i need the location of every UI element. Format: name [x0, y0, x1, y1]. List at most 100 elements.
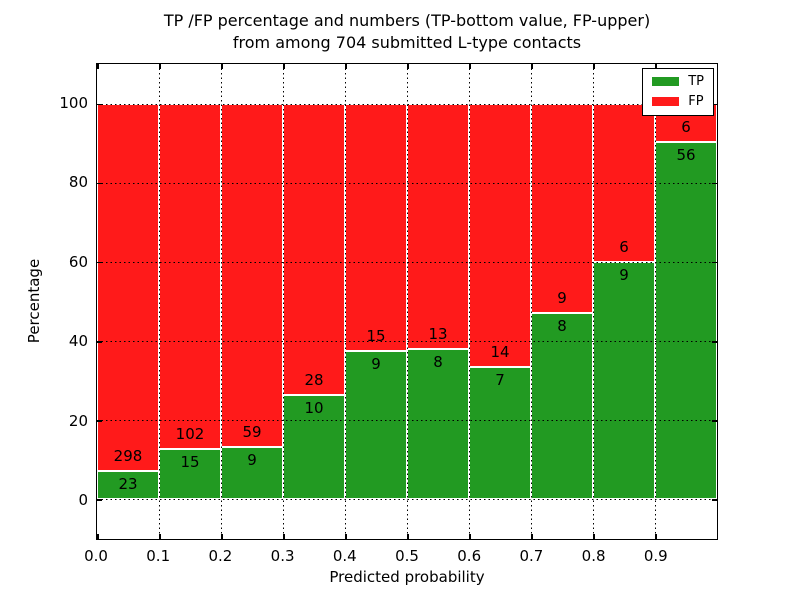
- x-tick-label: 0.5: [395, 547, 419, 565]
- x-tick-label: 0.9: [643, 547, 668, 565]
- tick-mark: [97, 341, 102, 343]
- tp-legend-label: TP: [688, 74, 704, 89]
- fp-count-label: 102: [175, 424, 205, 443]
- gridline: [159, 64, 160, 539]
- chart-title: TP /FP percentage and numbers (TP-bottom…: [96, 10, 718, 54]
- y-tick-label: 20: [68, 411, 88, 430]
- fp-count-label: 15: [366, 326, 386, 345]
- y-tick-label: 0: [78, 491, 88, 510]
- tick-mark: [712, 182, 717, 185]
- fp-bar-segment: [221, 103, 283, 448]
- gridline: [655, 64, 656, 539]
- y-tick-labels: 0 20 40 60 80 100: [38, 63, 88, 540]
- tp-count-label: 9: [371, 354, 381, 373]
- tick-mark: [283, 64, 285, 69]
- x-tick-label: 0.2: [208, 547, 233, 565]
- gridline: [97, 499, 717, 501]
- fp-bar-segment: [159, 103, 221, 449]
- legend-item-tp: TP: [652, 75, 704, 88]
- tp-bar-segment: [97, 471, 159, 500]
- tick-mark: [469, 534, 471, 539]
- tick-mark: [407, 64, 409, 69]
- fp-count-label: 298: [113, 447, 143, 466]
- y-tick-label: 100: [59, 93, 88, 112]
- x-tick-label: 0.3: [270, 547, 295, 565]
- x-tick-label: 0.1: [146, 547, 171, 565]
- tick-mark: [97, 534, 99, 539]
- plot-area: 298 23 102 15 59 9 28 10 15 9 13 8 14 7 9 8 6 9 6 56 TP FP: [96, 63, 718, 540]
- gridline: [97, 261, 717, 263]
- fp-legend-swatch: [652, 97, 680, 106]
- tick-mark: [97, 420, 102, 422]
- tick-mark: [283, 534, 285, 539]
- tp-count-label: 9: [247, 451, 257, 470]
- tick-mark: [221, 64, 223, 69]
- gridline: [283, 64, 284, 539]
- tick-mark: [345, 64, 347, 69]
- x-tick-label: 0.6: [457, 547, 482, 565]
- tick-mark: [469, 64, 471, 69]
- tp-bar-segment: [593, 261, 655, 500]
- gridline: [345, 64, 346, 539]
- tp-count-label: 7: [495, 371, 505, 390]
- fp-bar-segment: [407, 103, 469, 349]
- gridline: [97, 103, 717, 105]
- fp-count-label: 13: [428, 324, 448, 343]
- tick-mark: [531, 64, 533, 69]
- fp-bar-segment: [531, 103, 593, 314]
- tp-bar-segment: [531, 313, 593, 500]
- fp-count-label: 6: [681, 117, 691, 136]
- x-tick-label: 0.7: [519, 547, 544, 565]
- x-tick-labels: 0.0 0.1 0.2 0.3 0.4 0.5 0.6 0.7 0.8 0.9: [84, 547, 718, 567]
- tick-mark: [712, 499, 717, 501]
- gridline: [593, 64, 594, 539]
- fp-bar-segment: [283, 103, 345, 396]
- tp-legend-swatch: [652, 77, 680, 86]
- tick-mark: [97, 499, 102, 501]
- tp-bar-segment: [407, 348, 469, 500]
- tick-mark: [159, 534, 161, 539]
- y-tick-label: 60: [68, 252, 88, 271]
- x-axis-label: Predicted probability: [329, 568, 485, 586]
- fp-count-label: 9: [557, 289, 567, 308]
- fp-count-label: 6: [619, 237, 629, 256]
- tick-mark: [712, 420, 717, 422]
- fp-bar-segment: [469, 103, 531, 368]
- tp-count-label: 23: [118, 475, 138, 494]
- y-tick-label: 40: [68, 332, 88, 351]
- tick-mark: [97, 64, 99, 69]
- tp-count-label: 8: [557, 317, 567, 336]
- gridline: [531, 64, 532, 539]
- gridline: [97, 341, 717, 343]
- tp-count-label: 56: [676, 145, 696, 164]
- legend-item-fp: FP: [652, 95, 704, 108]
- tick-mark: [97, 261, 102, 264]
- gridline: [97, 182, 717, 184]
- fp-bar-segment: [345, 103, 407, 351]
- tp-bar-segment: [283, 395, 345, 500]
- tick-mark: [159, 64, 161, 69]
- tick-mark: [407, 534, 409, 539]
- fp-count-label: 28: [304, 371, 324, 390]
- tp-count-label: 10: [304, 399, 324, 418]
- tick-mark: [97, 182, 102, 185]
- tick-mark: [712, 103, 717, 106]
- tp-bar-segment: [159, 448, 221, 500]
- tick-mark: [97, 103, 102, 106]
- tick-mark: [712, 261, 717, 264]
- tick-mark: [593, 64, 595, 69]
- tp-count-label: 8: [433, 352, 443, 371]
- legend: TP FP: [642, 68, 714, 116]
- gridline: [407, 64, 408, 539]
- tick-mark: [655, 64, 657, 69]
- y-tick-label: 80: [68, 173, 88, 192]
- fp-count-label: 14: [490, 343, 510, 362]
- fp-bar-segment: [97, 103, 159, 472]
- gridline: [97, 420, 717, 422]
- fp-legend-label: FP: [688, 94, 704, 109]
- x-tick-label: 0.4: [332, 547, 357, 565]
- gridline: [221, 64, 222, 539]
- tick-mark: [345, 534, 347, 539]
- x-tick-label: 0.0: [84, 547, 108, 565]
